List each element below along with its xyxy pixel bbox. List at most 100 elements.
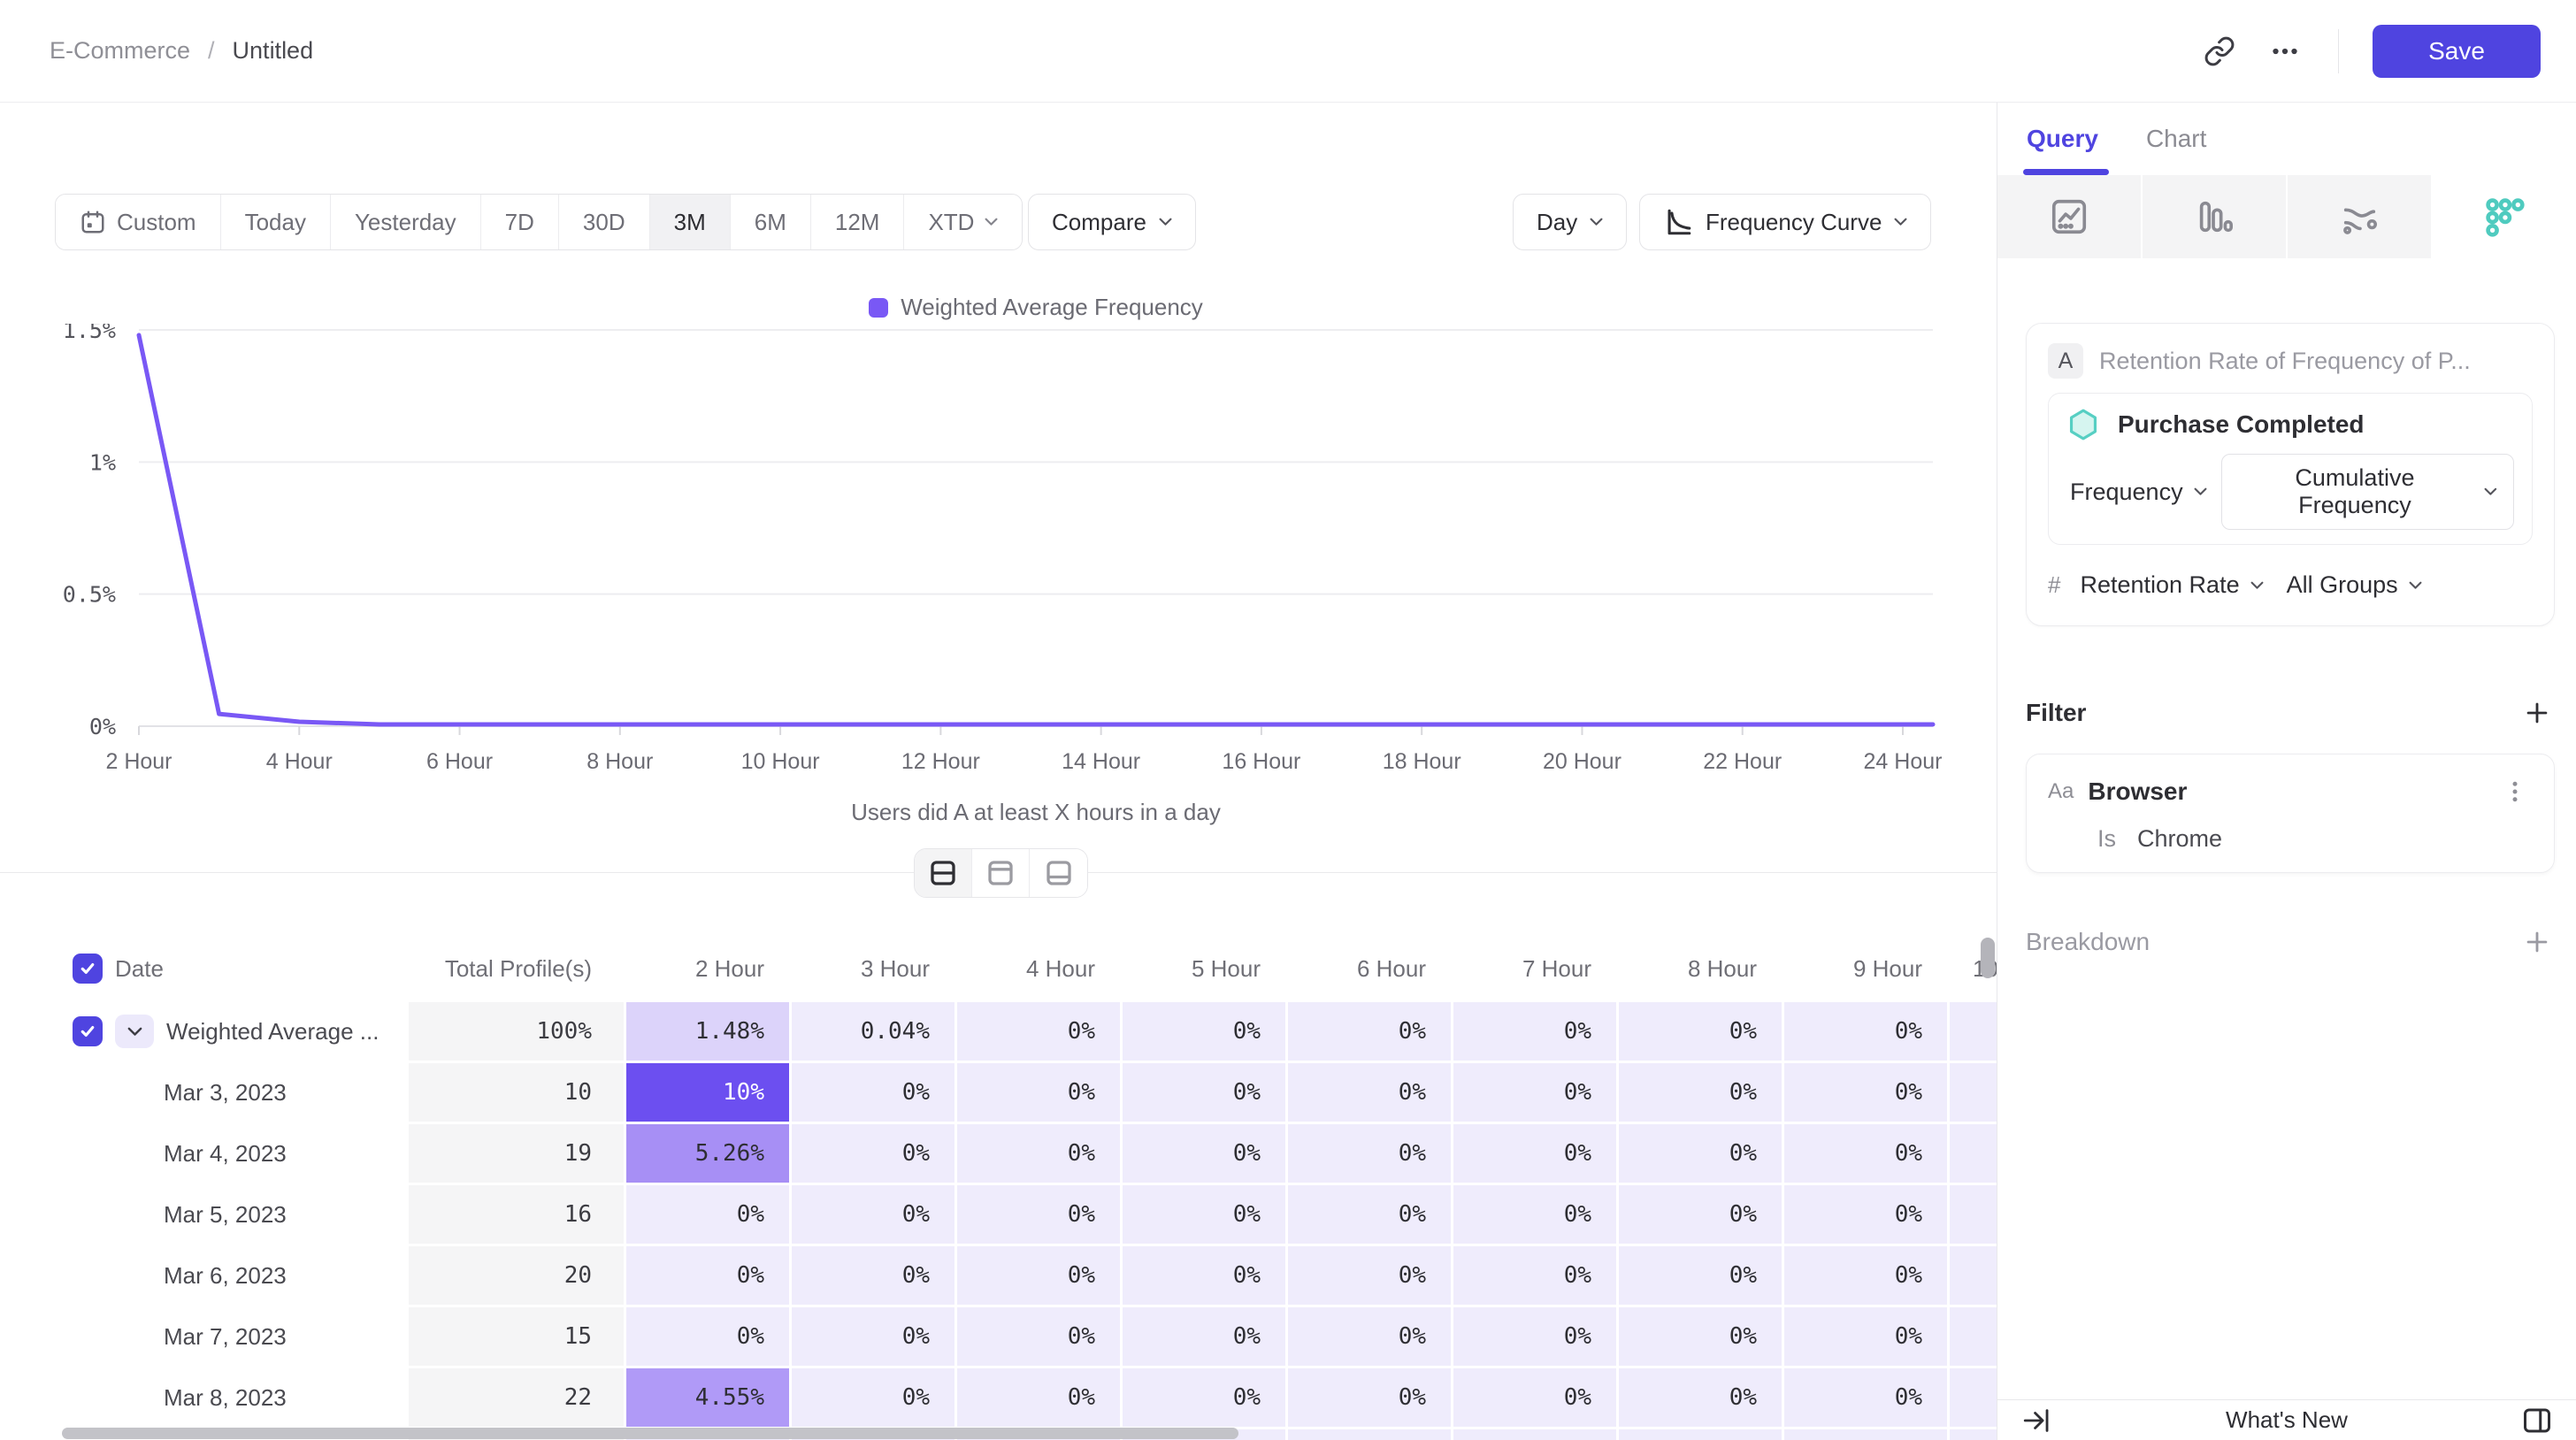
row-label: Mar 5, 2023 (164, 1200, 287, 1228)
legend-swatch (869, 297, 889, 318)
column-header: 2 Hour (626, 938, 789, 1000)
expand-row-button[interactable] (115, 1015, 154, 1048)
range-label: 7D (504, 208, 534, 235)
filter-condition-row: Is Chrome (2048, 825, 2533, 853)
row-checkbox[interactable] (73, 1016, 103, 1046)
range-label: 3M (673, 208, 706, 235)
filter-title: Filter (2026, 699, 2087, 726)
measure-type-dropdown[interactable]: Cumulative Frequency (2220, 454, 2514, 530)
save-button[interactable]: Save (2373, 24, 2541, 78)
filter-operator[interactable]: Is (2097, 825, 2117, 852)
x-axis-label: 16 Hour (1222, 749, 1300, 774)
filter-section-header: Filter (2026, 695, 2555, 731)
row-label: Mar 3, 2023 (164, 1078, 287, 1106)
kebab-menu-icon (2512, 781, 2518, 802)
tab-chart[interactable]: Chart (2146, 103, 2206, 175)
select-all-checkbox[interactable] (73, 954, 103, 984)
chevron-down-icon (985, 218, 998, 226)
value-cell: 5.26% (626, 1124, 789, 1183)
range-12m[interactable]: 12M (810, 195, 905, 249)
check-icon (80, 1026, 95, 1037)
total-profiles-cell: 22 (409, 1368, 624, 1427)
range-30d[interactable]: 30D (558, 195, 650, 249)
more-menu-button[interactable] (2266, 32, 2304, 71)
breakdown-title: Breakdown (2026, 928, 2150, 955)
groups-dropdown[interactable]: All Groups (2283, 564, 2426, 606)
granularity-button[interactable]: Day (1513, 194, 1628, 250)
range-xtd[interactable]: XTD (904, 195, 1023, 249)
copy-link-button[interactable] (2200, 32, 2239, 71)
value-cell: 0.04% (792, 1002, 954, 1061)
range-custom[interactable]: Custom (56, 195, 221, 249)
range-3m[interactable]: 3M (649, 195, 731, 249)
value-cell: 0% (1784, 1185, 1947, 1244)
value-cell: 0% (1784, 1124, 1947, 1183)
query-series-card[interactable]: A Retention Rate of Frequency of P... Pu… (2026, 323, 2555, 626)
string-property-icon: Aa (2048, 779, 2074, 803)
y-axis-label: 1% (89, 449, 116, 475)
x-axis-label: 24 Hour (1864, 749, 1943, 774)
value-cell (1453, 1429, 1616, 1440)
chart-type-flows[interactable] (2288, 175, 2433, 258)
range-label: 6M (754, 208, 786, 235)
layout-table-button[interactable] (1030, 849, 1087, 897)
range-7d[interactable]: 7D (480, 195, 559, 249)
range-label: Custom (117, 208, 196, 235)
compare-button[interactable]: Compare (1028, 194, 1196, 250)
aggregation-row: # Retention Rate All Groups (2048, 564, 2533, 606)
value-cell-clipped (1950, 1307, 1997, 1366)
table-row: Mar 5, 2023 16 0% 0% 0% 0% 0% 0% 0% 0% (0, 1185, 1997, 1244)
measure-dropdown[interactable]: Frequency (2066, 471, 2211, 513)
value-cell: 0% (1784, 1307, 1947, 1366)
x-axis-label: 2 Hour (105, 749, 172, 774)
row-label-cell: Mar 8, 2023 (0, 1368, 406, 1427)
toggle-side-panel-button[interactable] (2518, 1401, 2557, 1440)
value-cell: 0% (792, 1307, 954, 1366)
value-cell-clipped (1950, 1246, 1997, 1305)
side-panel-icon (2523, 1408, 2550, 1432)
x-axis-label: 12 Hour (901, 749, 980, 774)
value-cell: 0% (792, 1246, 954, 1305)
event-card[interactable]: Purchase Completed Frequency Cumulative … (2048, 393, 2533, 545)
series-title: Retention Rate of Frequency of P... (2099, 347, 2471, 374)
range-label: 12M (834, 208, 880, 235)
layout-chart-button[interactable] (972, 849, 1030, 897)
total-profiles-cell: 20 (409, 1246, 624, 1305)
collapse-right-icon (2023, 1408, 2049, 1432)
filter-card[interactable]: Aa Browser Is Chrome (2026, 754, 2555, 873)
breadcrumb-project[interactable]: E-Commerce (50, 37, 191, 64)
filter-options-button[interactable] (2497, 774, 2533, 809)
horizontal-scrollbar[interactable] (62, 1428, 1238, 1439)
report-main-area: Custom Today Yesterday 7D 30D 3M 6M 12M XTD Comp… (0, 103, 1997, 1440)
chart-view-button[interactable]: Frequency Curve (1639, 194, 1932, 250)
tab-query[interactable]: Query (2023, 103, 2109, 175)
column-header-label: Date (115, 954, 164, 982)
measure-type-label: Cumulative Frequency (2295, 464, 2415, 518)
chevron-down-icon (2484, 487, 2497, 495)
column-header: 3 Hour (792, 938, 954, 1000)
layout-split-button[interactable] (915, 849, 972, 897)
chart-type-insights[interactable] (1997, 175, 2143, 258)
calendar-icon (81, 211, 104, 234)
value-cell: 0% (626, 1185, 789, 1244)
vertical-scrollbar[interactable] (1981, 938, 1995, 978)
collapse-panel-button[interactable] (2017, 1401, 2056, 1440)
chart-type-bar[interactable] (2143, 175, 2288, 258)
breadcrumb-report-title[interactable]: Untitled (232, 37, 314, 64)
add-filter-button[interactable] (2519, 695, 2555, 731)
granularity-label: Day (1537, 208, 1578, 235)
range-today[interactable]: Today (220, 195, 331, 249)
value-cell: 0% (1619, 1246, 1782, 1305)
range-yesterday[interactable]: Yesterday (330, 195, 481, 249)
chart-type-frequency[interactable] (2433, 175, 2576, 258)
range-6m[interactable]: 6M (730, 195, 811, 249)
aggregation-dropdown[interactable]: Retention Rate (2076, 564, 2266, 606)
value-cell: 0% (792, 1063, 954, 1122)
row-label-cell: Mar 5, 2023 (0, 1185, 406, 1244)
whats-new-link[interactable]: What's New (2226, 1406, 2348, 1433)
add-breakdown-button[interactable] (2519, 924, 2555, 960)
total-profiles-cell: 15 (409, 1307, 624, 1366)
filter-property: Browser (2088, 777, 2188, 805)
filter-value[interactable]: Chrome (2137, 825, 2223, 852)
value-cell: 0% (957, 1124, 1120, 1183)
